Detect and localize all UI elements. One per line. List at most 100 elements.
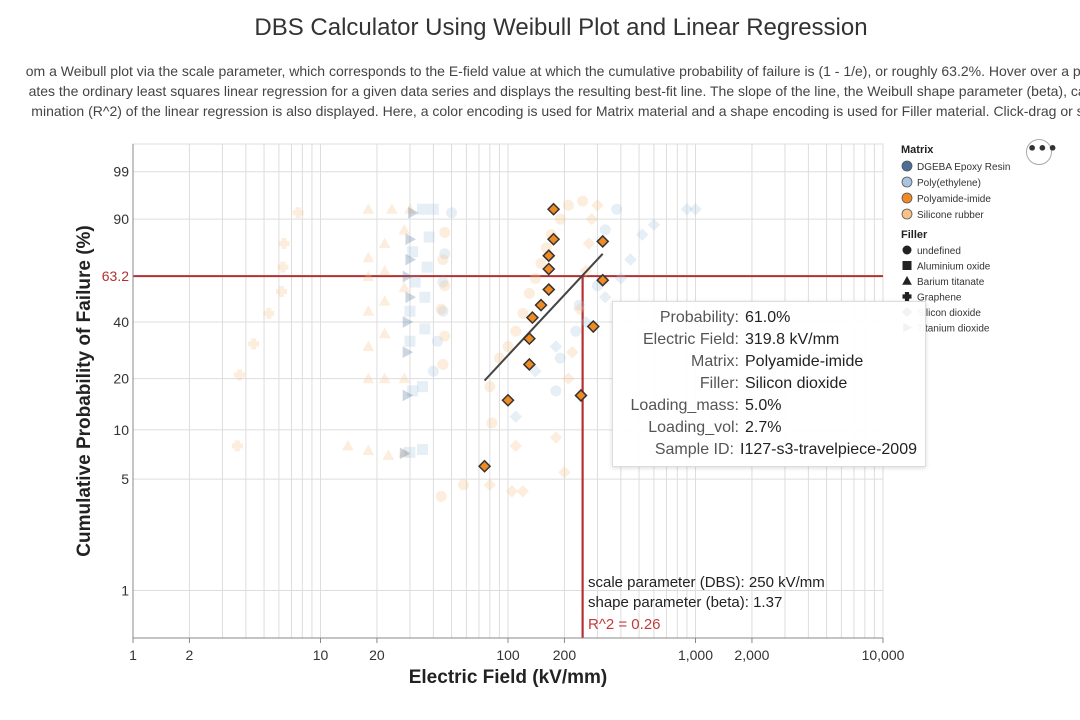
background-point <box>458 479 470 491</box>
background-point <box>565 345 579 359</box>
data-point[interactable] <box>574 388 588 403</box>
legend-matrix-label: Poly(ethylene) <box>917 178 981 189</box>
data-point[interactable] <box>542 249 556 263</box>
tooltip-key: Sample ID: <box>654 441 734 458</box>
background-point <box>439 330 451 342</box>
x-tick-label: 100 <box>496 647 520 663</box>
background-point <box>417 381 429 393</box>
data-point[interactable] <box>542 282 556 297</box>
y-tick-label: 63.2 <box>102 268 129 284</box>
background-point <box>439 226 451 238</box>
data-point[interactable] <box>596 273 610 287</box>
background-point <box>484 381 496 393</box>
y-tick-label: 40 <box>113 314 129 330</box>
x-tick-label: 2 <box>186 647 194 663</box>
background-point <box>404 305 416 317</box>
x-tick-label: 1 <box>129 647 137 663</box>
background-point <box>585 212 599 226</box>
background-point <box>554 352 566 364</box>
tooltip-row: Probability: 61.0% <box>621 309 917 331</box>
page-title: DBS Calculator Using Weibull Plot and Li… <box>254 14 868 41</box>
background-point <box>611 203 623 215</box>
background-point <box>362 251 375 263</box>
legend-filler-label: Aluminium oxide <box>917 262 991 273</box>
background-point <box>292 207 304 219</box>
background-point <box>624 253 637 266</box>
background-point <box>573 299 585 311</box>
background-point <box>234 369 246 381</box>
x-tick-label: 10,000 <box>862 647 905 663</box>
actions-menu-button[interactable]: ••• <box>1026 139 1058 165</box>
data-point[interactable] <box>542 262 556 276</box>
tooltip-key: Loading_vol: <box>648 419 739 436</box>
y-tick-label: 10 <box>113 422 129 438</box>
background-point <box>517 307 529 319</box>
background-point <box>402 389 414 402</box>
data-point[interactable] <box>547 232 561 246</box>
legend-filler-symbol <box>902 275 912 285</box>
data-point[interactable] <box>522 357 536 372</box>
tooltip-key: Electric Field: <box>642 331 739 348</box>
background-point <box>423 231 435 243</box>
data-point[interactable] <box>596 234 610 248</box>
background-point <box>435 303 447 315</box>
background-point <box>276 285 288 297</box>
description-line-1: om a Weibull plot via the scale paramete… <box>25 63 1080 79</box>
background-point <box>486 417 498 429</box>
data-point[interactable] <box>547 202 561 216</box>
legend-filler-symbol <box>902 292 912 301</box>
legend-filler-symbol <box>902 245 912 255</box>
tooltip-value: 319.8 kV/mm <box>745 331 840 348</box>
data-point[interactable] <box>522 332 536 346</box>
tooltip-key: Loading_mass: <box>630 397 739 414</box>
background-point <box>362 270 375 281</box>
background-point <box>398 281 411 293</box>
description-line-3: mination (R^2) of the linear regression … <box>31 103 1080 119</box>
background-point <box>407 246 419 258</box>
shape-parameter-text: shape parameter (beta): 1.37 <box>588 594 782 611</box>
legend-filler-label: Silicon dioxide <box>917 308 981 319</box>
background-point <box>405 233 416 246</box>
background-point <box>570 325 582 337</box>
r-squared-text: R^2 = 0.26 <box>588 616 661 633</box>
background-point <box>562 199 574 211</box>
data-point[interactable] <box>534 298 548 312</box>
background-point <box>437 305 449 317</box>
background-point <box>549 431 563 444</box>
background-point <box>689 203 702 216</box>
tooltip-row: Electric Field: 319.8 kV/mm <box>621 331 917 353</box>
data-point[interactable] <box>478 459 492 473</box>
data-point[interactable] <box>525 311 539 325</box>
x-tick-label: 200 <box>553 647 577 663</box>
background-point <box>427 365 439 377</box>
legend-matrix-swatch <box>901 192 913 204</box>
y-tick-label: 5 <box>121 471 129 487</box>
background-point <box>408 206 419 219</box>
background-point <box>405 291 416 304</box>
background-point <box>437 276 449 288</box>
fit-line-group <box>483 253 604 382</box>
background-point <box>231 440 243 452</box>
background-point <box>378 327 391 339</box>
x-tick-label: 1,000 <box>678 647 713 663</box>
data-point[interactable] <box>501 393 515 407</box>
best-fit-line <box>483 253 604 382</box>
background-point <box>398 372 411 384</box>
y-tick-label: 99 <box>113 164 129 180</box>
background-point <box>502 341 514 353</box>
background-point <box>431 335 443 347</box>
background-point <box>419 323 431 335</box>
highlighted-points[interactable] <box>478 202 610 473</box>
background-point <box>404 203 416 214</box>
legend-matrix-label: DGEBA Epoxy Resin <box>917 162 1010 173</box>
background-point <box>405 253 416 266</box>
data-point[interactable] <box>586 319 600 334</box>
background-point <box>417 444 429 456</box>
y-tick-label: 1 <box>121 582 129 598</box>
tooltip-row: Loading_vol: 2.7% <box>621 419 917 441</box>
background-point <box>342 439 354 451</box>
background-point <box>558 466 571 479</box>
y-axis-title: Cumulative Probability of Failure (%) <box>74 225 95 557</box>
background-point <box>278 238 290 250</box>
legend-filler-label: Titanium dioxide <box>917 324 990 335</box>
